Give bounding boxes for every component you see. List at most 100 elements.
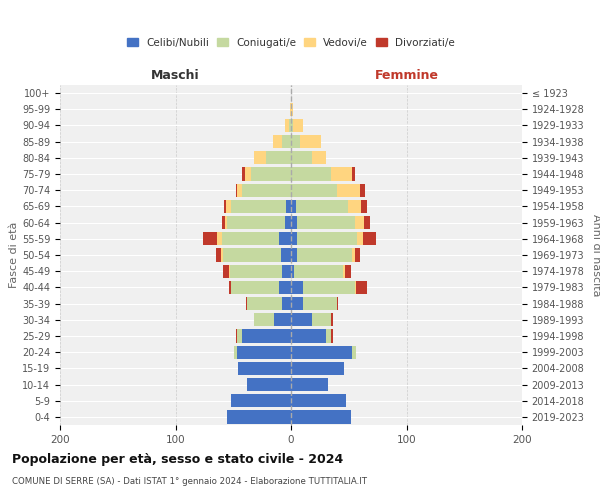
Bar xyxy=(302,280,355,294)
Bar xyxy=(291,378,328,391)
Bar xyxy=(281,248,291,262)
Bar xyxy=(291,168,331,180)
Text: COMUNE DI SERRE (SA) - Dati ISTAT 1° gennaio 2024 - Elaborazione TUTTITALIA.IT: COMUNE DI SERRE (SA) - Dati ISTAT 1° gen… xyxy=(12,478,367,486)
Bar xyxy=(227,410,291,424)
Bar xyxy=(230,264,282,278)
Bar xyxy=(347,200,361,213)
Bar xyxy=(246,297,247,310)
Bar xyxy=(295,264,343,278)
Bar xyxy=(331,168,352,180)
Bar xyxy=(356,280,367,294)
Bar xyxy=(245,168,251,180)
Bar xyxy=(291,232,297,245)
Bar xyxy=(352,168,355,180)
Legend: Celibi/Nubili, Coniugati/e, Vedovi/e, Divorziati/e: Celibi/Nubili, Coniugati/e, Vedovi/e, Di… xyxy=(122,32,460,53)
Bar xyxy=(223,248,281,262)
Bar xyxy=(254,151,266,164)
Bar xyxy=(282,297,291,310)
Bar xyxy=(291,135,300,148)
Bar xyxy=(282,135,291,148)
Bar xyxy=(242,184,291,197)
Bar xyxy=(297,232,357,245)
Bar xyxy=(331,313,332,326)
Bar xyxy=(291,362,344,375)
Bar xyxy=(280,232,291,245)
Bar xyxy=(251,168,291,180)
Bar xyxy=(291,410,351,424)
Bar xyxy=(222,216,225,230)
Bar xyxy=(290,102,291,116)
Bar xyxy=(238,362,291,375)
Bar xyxy=(237,184,242,197)
Bar xyxy=(227,216,285,230)
Bar xyxy=(272,135,282,148)
Bar xyxy=(237,330,242,342)
Bar xyxy=(355,216,364,230)
Bar xyxy=(224,200,226,213)
Bar xyxy=(352,346,356,359)
Bar xyxy=(289,119,291,132)
Bar xyxy=(291,248,297,262)
Bar xyxy=(291,102,293,116)
Bar xyxy=(291,313,312,326)
Bar xyxy=(326,330,331,342)
Bar xyxy=(231,394,291,407)
Bar xyxy=(291,200,296,213)
Bar xyxy=(300,135,321,148)
Bar xyxy=(355,248,360,262)
Bar xyxy=(291,264,295,278)
Bar xyxy=(293,119,302,132)
Bar xyxy=(225,216,227,230)
Bar xyxy=(331,330,332,342)
Bar xyxy=(229,280,231,294)
Bar xyxy=(345,264,351,278)
Bar xyxy=(361,200,367,213)
Bar xyxy=(291,151,312,164)
Bar xyxy=(247,297,282,310)
Text: Femmine: Femmine xyxy=(374,69,439,82)
Bar xyxy=(222,232,280,245)
Bar xyxy=(280,280,291,294)
Bar xyxy=(235,346,237,359)
Bar xyxy=(203,232,217,245)
Bar xyxy=(343,264,345,278)
Bar xyxy=(229,264,230,278)
Bar xyxy=(291,330,326,342)
Bar xyxy=(291,184,337,197)
Bar xyxy=(236,330,237,342)
Y-axis label: Anni di nascita: Anni di nascita xyxy=(591,214,600,296)
Bar xyxy=(254,313,274,326)
Bar xyxy=(217,232,222,245)
Bar xyxy=(221,248,223,262)
Bar xyxy=(337,297,338,310)
Bar xyxy=(226,200,231,213)
Bar xyxy=(362,232,376,245)
Bar xyxy=(242,330,291,342)
Bar xyxy=(242,168,245,180)
Text: Maschi: Maschi xyxy=(151,69,200,82)
Bar xyxy=(355,280,356,294)
Bar xyxy=(291,280,302,294)
Bar xyxy=(285,119,289,132)
Bar xyxy=(291,216,297,230)
Bar xyxy=(274,313,291,326)
Bar xyxy=(337,184,360,197)
Bar xyxy=(231,280,280,294)
Bar xyxy=(297,248,352,262)
Bar xyxy=(247,378,291,391)
Bar xyxy=(223,264,229,278)
Bar xyxy=(282,264,291,278)
Bar xyxy=(266,151,291,164)
Bar xyxy=(302,297,337,310)
Bar xyxy=(291,119,293,132)
Bar xyxy=(360,184,365,197)
Text: Popolazione per età, sesso e stato civile - 2024: Popolazione per età, sesso e stato civil… xyxy=(12,452,343,466)
Bar xyxy=(286,200,291,213)
Bar xyxy=(291,297,302,310)
Bar xyxy=(357,232,362,245)
Bar xyxy=(296,200,347,213)
Bar xyxy=(236,184,237,197)
Bar xyxy=(291,394,346,407)
Y-axis label: Fasce di età: Fasce di età xyxy=(9,222,19,288)
Bar xyxy=(291,346,352,359)
